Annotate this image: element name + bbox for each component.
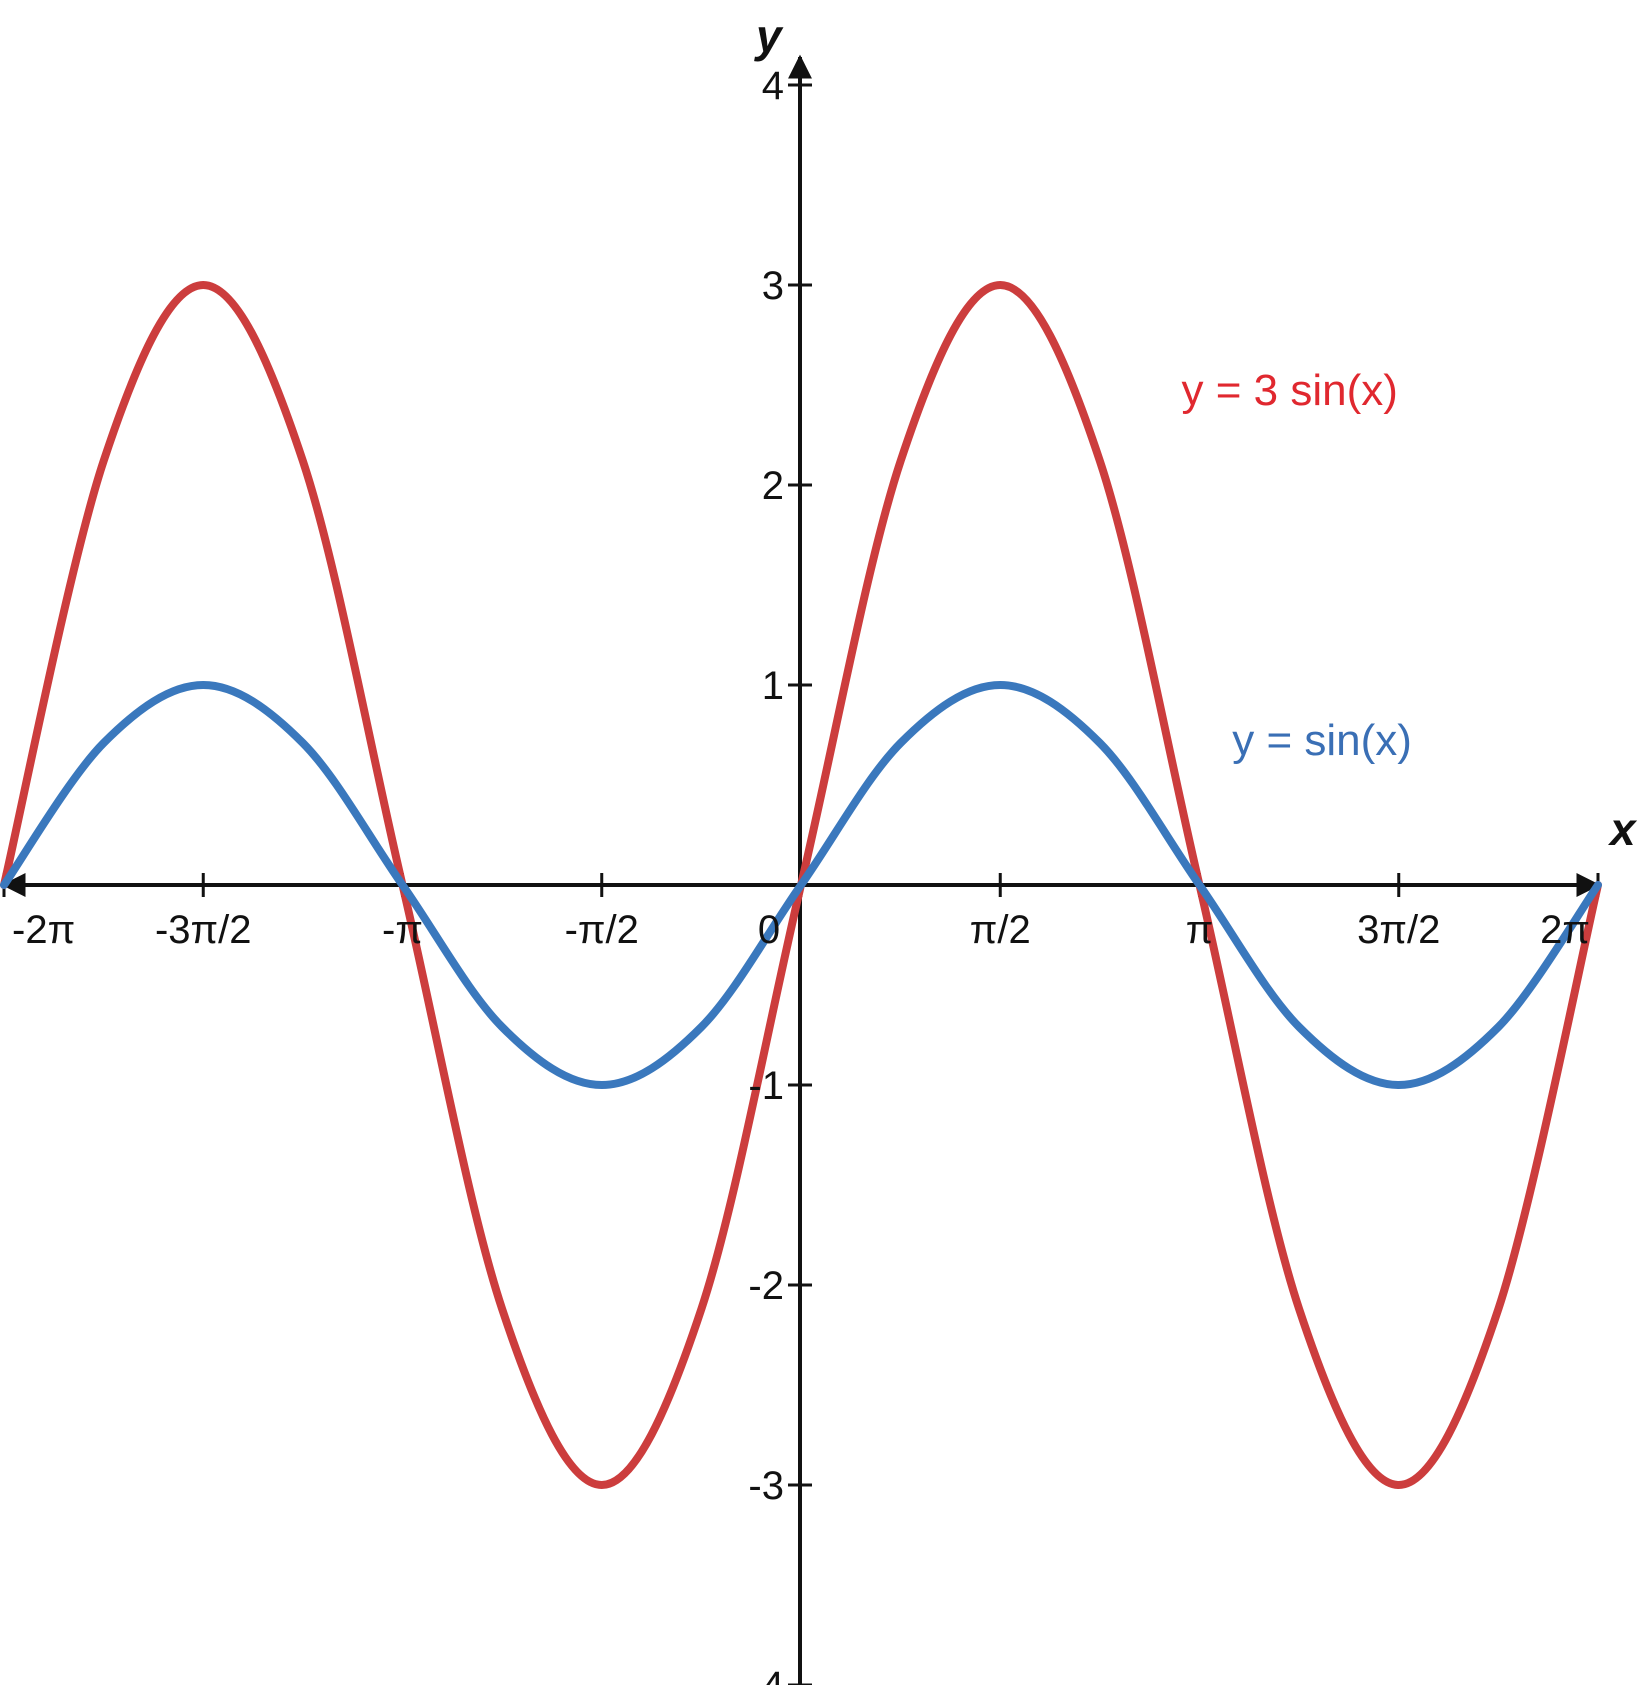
y-tick-label: 3 (762, 264, 784, 308)
x-tick-label: π/2 (970, 908, 1031, 952)
series-layer (0, 280, 1602, 1490)
y-tick-label: -2 (748, 1264, 784, 1308)
ticks (2, 83, 1600, 1685)
x-axis-title: x (1607, 803, 1638, 855)
series-label-0: y = 3 sin(x) (1182, 366, 1398, 415)
y-tick-label: 2 (762, 464, 784, 508)
y-tick-label: -4 (748, 1664, 784, 1685)
x-tick-label: -3π/2 (155, 908, 252, 952)
y-tick-label: 1 (762, 664, 784, 708)
x-tick-label: -π/2 (565, 908, 639, 952)
y-tick-label: -3 (748, 1464, 784, 1508)
x-tick-label: 3π/2 (1357, 908, 1440, 952)
y-axis-title: y (754, 10, 784, 62)
x-tick-label: π (1186, 908, 1214, 952)
x-tick-label: -2π (12, 908, 75, 952)
labels: x y -2π -3π/2 -π -π/2 0 π/2 π 3π/2 2π 4 3 2 1 -1 -2 -3 -4 y… (12, 10, 1638, 1685)
y-tick-label: 4 (762, 64, 784, 108)
y-tick-label: -1 (748, 1064, 784, 1108)
series-label-1: y = sin(x) (1232, 716, 1412, 765)
series-line-1 (0, 680, 1602, 1090)
x-tick-label: -π (382, 908, 423, 952)
x-tick-label: 2π (1540, 908, 1590, 952)
x-tick-label: 0 (758, 908, 780, 952)
